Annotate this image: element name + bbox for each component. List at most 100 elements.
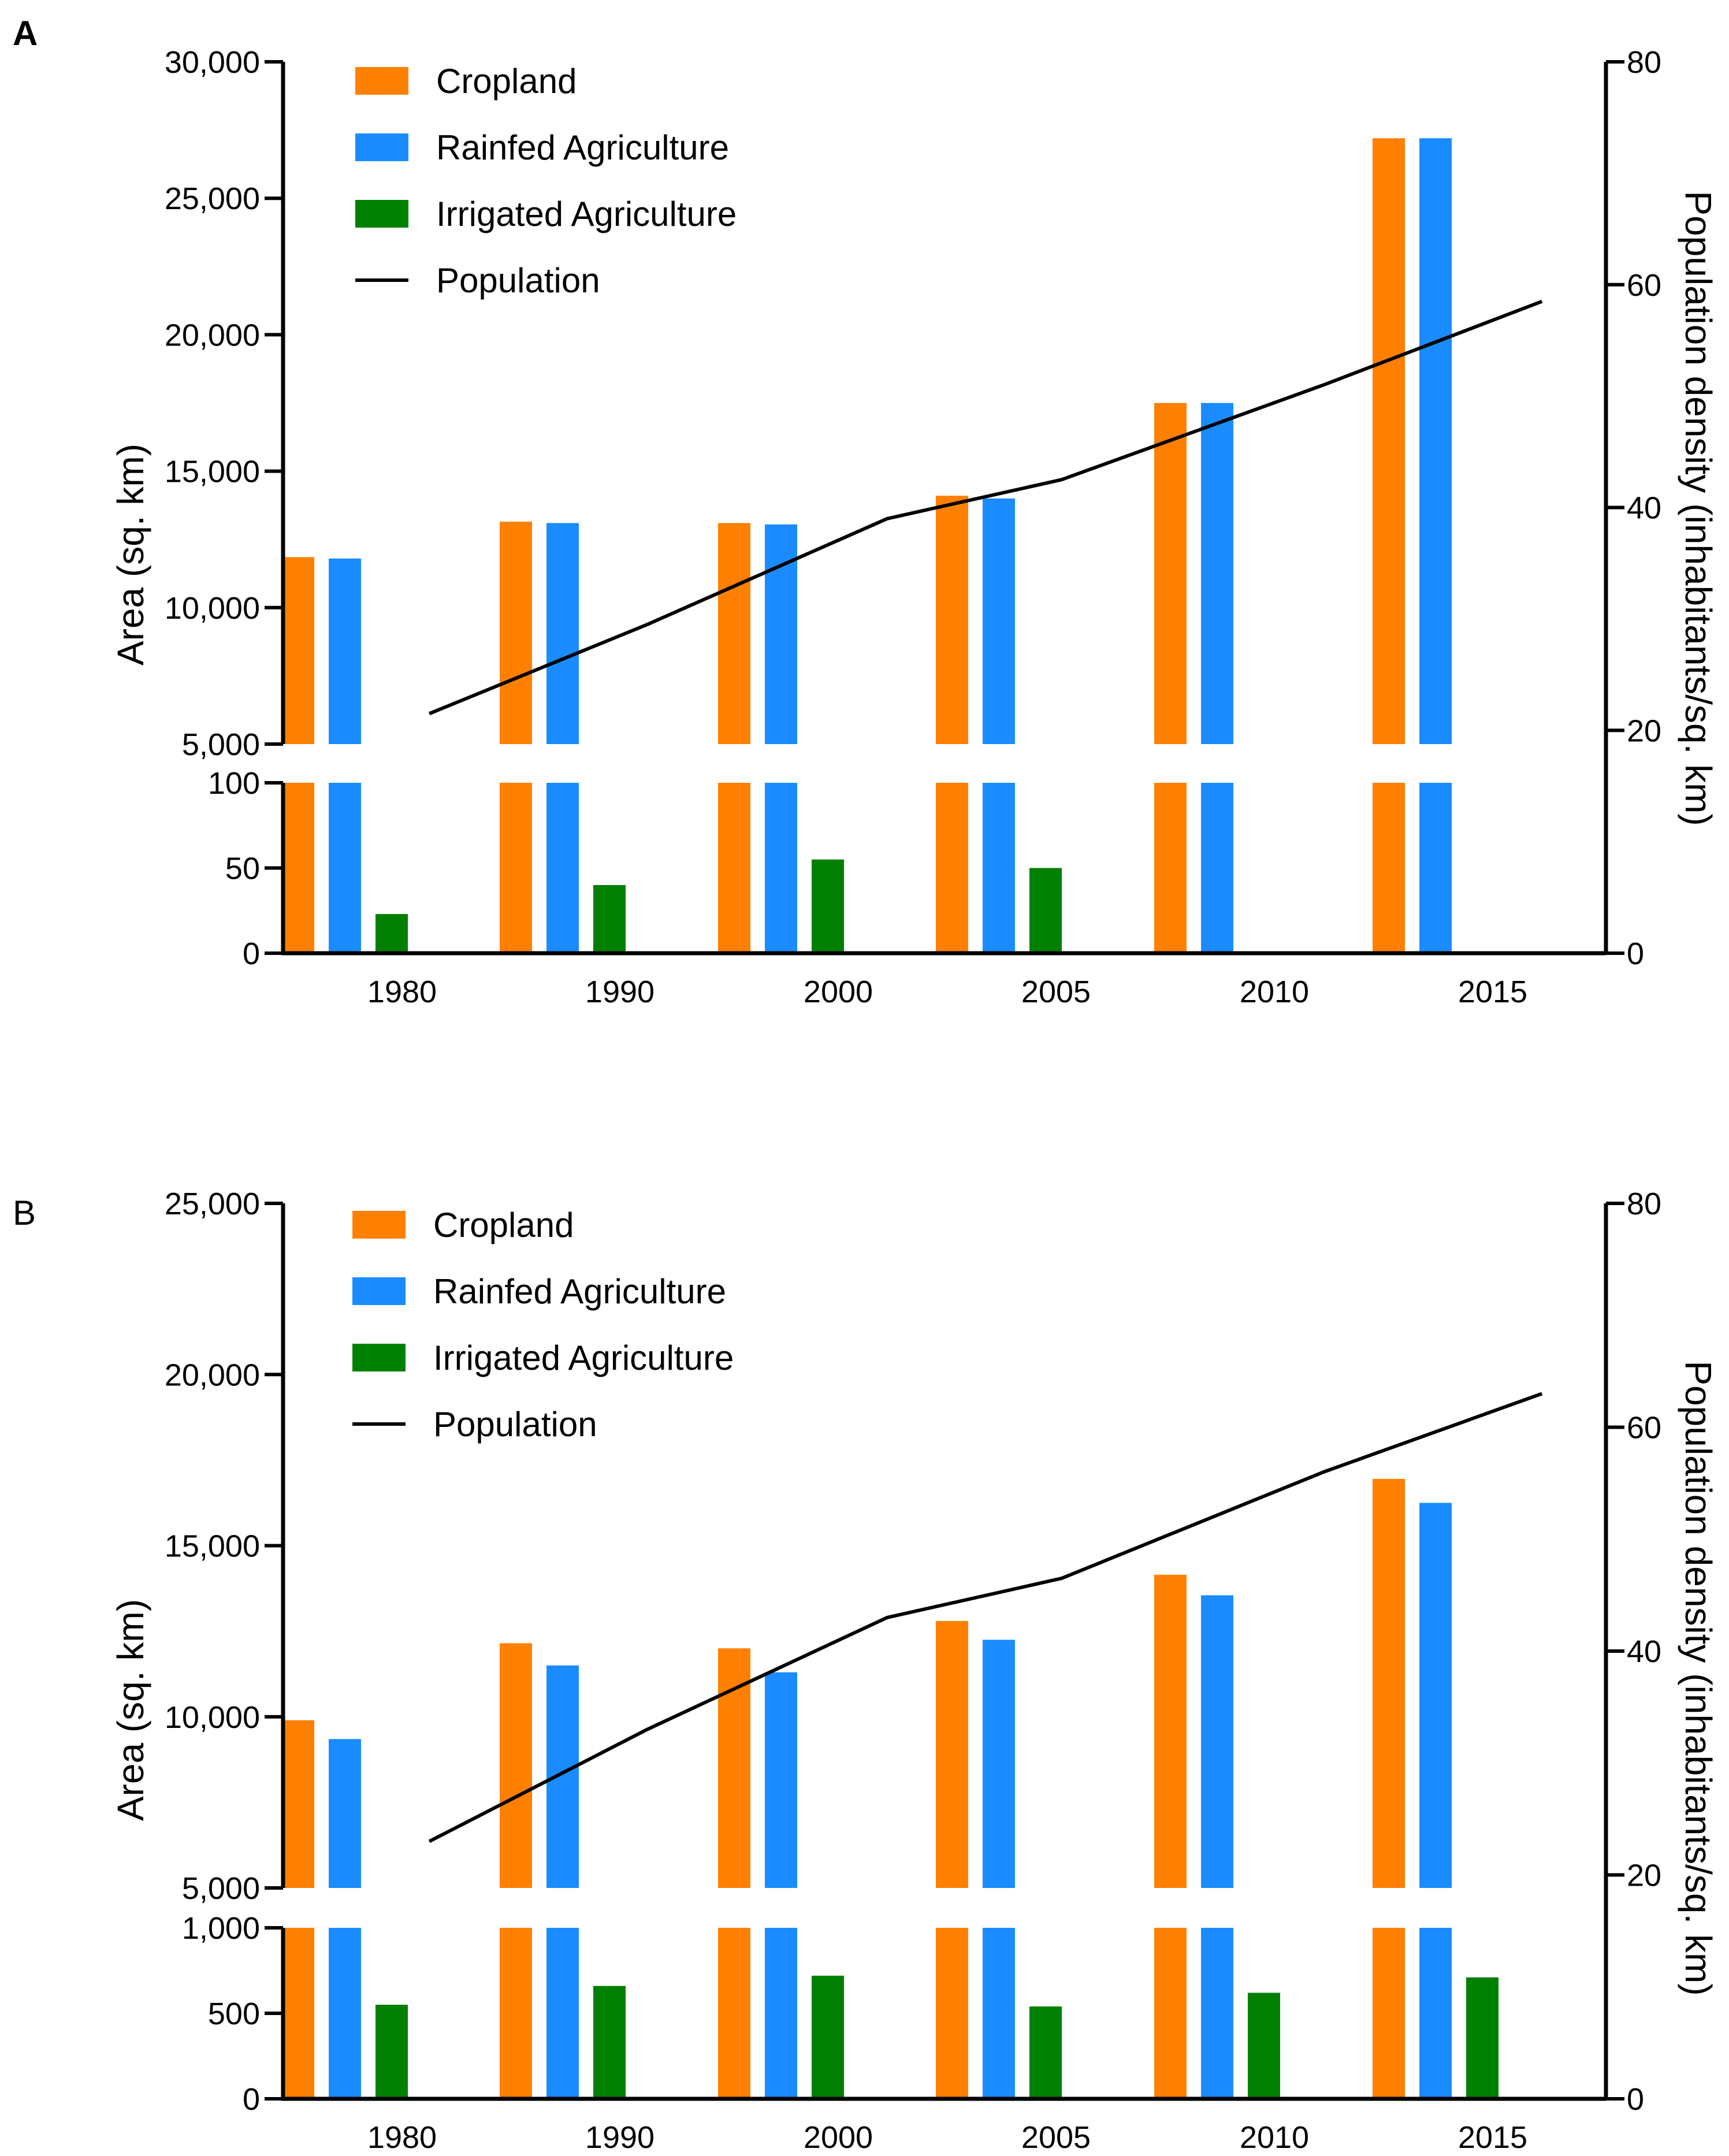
right-tick-label: 0 [1627, 936, 1644, 971]
bar-upper [1154, 1574, 1187, 1888]
bar-lower [718, 1928, 750, 2099]
bar-upper [282, 1720, 314, 1888]
legend-label: Cropland [436, 62, 577, 101]
panel-b: B 5,000 10,000 15,000 20,000 25,000 0 500 1,000 0… [13, 1187, 1719, 2155]
bar-lower [983, 783, 1015, 953]
legend-label: Irrigated Agriculture [433, 1339, 734, 1377]
bar [1248, 1993, 1280, 2099]
bar [812, 1975, 844, 2099]
x-tick-label: 1980 [367, 975, 437, 1009]
legend-label: Population [436, 261, 600, 300]
bar-lower [1201, 1928, 1233, 2099]
bar-lower [282, 1928, 314, 2099]
y-tick-label: 50 [225, 852, 260, 886]
right-axis-title: Population density (inhabitants/sq. km) [1678, 1360, 1719, 1995]
bar-upper [329, 1739, 361, 1888]
bar-upper [329, 558, 361, 744]
y-tick-label: 25,000 [165, 1187, 260, 1221]
bar-lower [765, 1928, 797, 2099]
legend-swatch [355, 200, 408, 228]
bar-lower [282, 783, 314, 953]
y-tick-label: 20,000 [165, 1358, 260, 1392]
bar-lower [1373, 1928, 1405, 2099]
bar [593, 885, 626, 953]
bar-lower [1154, 1928, 1187, 2099]
bar-lower [1373, 783, 1405, 953]
y-tick-label: 30,000 [165, 45, 260, 80]
bar [375, 2005, 408, 2099]
y-tick-label: 20,000 [165, 318, 260, 352]
bar-lower [546, 783, 579, 953]
bar [1029, 2006, 1062, 2099]
right-tick-label: 80 [1627, 45, 1661, 80]
bar-upper [1373, 1478, 1405, 1888]
right-tick-label: 80 [1627, 1187, 1661, 1221]
bar-lower [936, 783, 968, 953]
legend-label: Rainfed Agriculture [436, 128, 729, 167]
y-tick-label: 1,000 [182, 1911, 260, 1946]
y-tick-label: 5,000 [182, 1871, 260, 1906]
bar-upper [936, 496, 968, 744]
legend-swatch [352, 1344, 406, 1371]
right-tick-label: 40 [1627, 1634, 1661, 1669]
x-tick-label: 2010 [1240, 2120, 1309, 2155]
legend-label: Population [433, 1405, 597, 1444]
population-line [428, 1392, 1543, 1843]
bar-upper [546, 523, 579, 744]
bar-lower [936, 1928, 968, 2099]
left-axis-title: Area (sq. km) [110, 444, 151, 666]
legend-swatch [352, 1211, 406, 1239]
bar-upper [1154, 403, 1187, 744]
bar-upper [936, 1620, 968, 1888]
x-tick-label: 2010 [1240, 975, 1309, 1009]
right-axis-title: Population density (inhabitants/sq. km) [1678, 191, 1719, 826]
bar-upper [1201, 1595, 1233, 1888]
right-tick-label: 20 [1627, 1858, 1661, 1893]
y-tick-label: 15,000 [165, 455, 260, 489]
x-tick-label: 2005 [1021, 2120, 1091, 2155]
x-tick-label: 1990 [585, 975, 655, 1009]
bar-upper [1373, 138, 1405, 745]
bar-upper [983, 498, 1015, 744]
y-tick-label: 0 [243, 936, 260, 971]
panel-label: B [13, 1194, 36, 1232]
y-tick-label: 10,000 [165, 1700, 260, 1735]
x-tick-label: 1980 [367, 2120, 437, 2155]
legend-label: Irrigated Agriculture [436, 195, 737, 233]
right-tick-label: 0 [1627, 2082, 1644, 2117]
panel-a: A 5,000 10,000 15,000 20,000 25,000 30,000 0 50 1… [13, 14, 1719, 1009]
bar-lower [329, 783, 361, 953]
x-tick-label: 2000 [804, 2120, 873, 2155]
bar-upper [500, 521, 532, 744]
legend-label: Rainfed Agriculture [433, 1272, 726, 1311]
bar-upper [983, 1640, 1015, 1888]
bar-lower [765, 783, 797, 953]
bar [593, 1986, 626, 2099]
y-tick-label: 15,000 [165, 1529, 260, 1564]
bar-upper [718, 523, 750, 744]
bar-lower [1201, 783, 1233, 953]
bar-lower [329, 1928, 361, 2099]
bar-upper [765, 524, 797, 744]
bar-lower [983, 1928, 1015, 2099]
right-tick-label: 60 [1627, 1411, 1661, 1445]
x-tick-label: 2015 [1458, 2120, 1527, 2155]
y-tick-label: 25,000 [165, 181, 260, 216]
population-line [428, 299, 1543, 716]
bar-upper [1419, 138, 1452, 745]
bar-lower [500, 1928, 532, 2099]
bar-lower [1154, 783, 1187, 953]
y-tick-label: 500 [208, 1997, 260, 2031]
y-tick-label: 0 [243, 2082, 260, 2117]
bar [812, 859, 844, 953]
bar-lower [546, 1928, 579, 2099]
right-tick-label: 20 [1627, 713, 1661, 748]
bar-upper [282, 557, 314, 744]
bar [1029, 868, 1062, 953]
bar-lower [718, 783, 750, 953]
x-tick-label: 2000 [804, 975, 873, 1009]
left-axis-title: Area (sq. km) [110, 1599, 151, 1821]
x-tick-label: 2005 [1021, 975, 1091, 1009]
legend-label: Cropland [433, 1206, 574, 1244]
